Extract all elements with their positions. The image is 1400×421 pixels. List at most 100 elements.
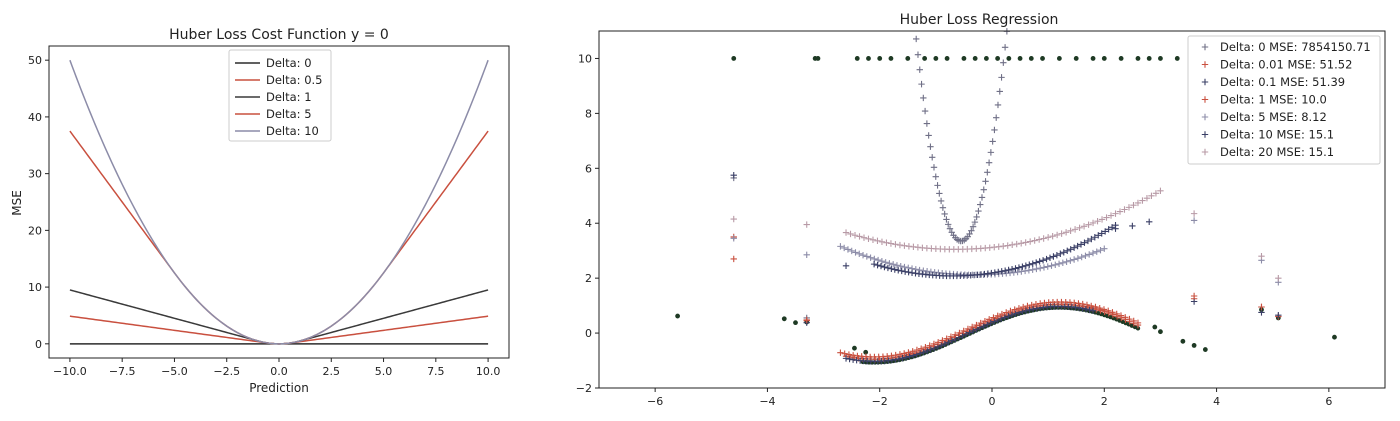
chart2-series-marker [1050,253,1057,260]
chart2-series-marker [1015,264,1023,271]
chart2-series-marker [1101,245,1108,252]
chart2-y-tick-label: 2 [585,272,592,285]
chart1-series-line-2 [69,289,489,345]
chart2-data-point [1040,56,1045,61]
chart2-series-marker [1021,267,1029,275]
chart2-series-marker [946,225,954,232]
chart2-series-marker [1107,212,1115,219]
chart2-series-marker [1057,250,1064,257]
chart2-series-marker [1117,312,1125,319]
chart1-x-tick-label: −5.0 [161,365,188,378]
chart2-series-marker [994,101,1002,109]
chart2-series-marker [1053,231,1061,239]
chart2-legend-label: Delta: 0 MSE: 7854150.71 [1220,40,1371,54]
chart2-series-marker [847,230,854,238]
chart2-series-marker [1082,252,1089,259]
chart2-series-marker [1121,206,1128,213]
chart2-series-marker [1031,237,1038,244]
chart2-series-marker [1143,195,1151,202]
chart2-series-marker [1076,224,1083,232]
chart2-series-marker [1275,274,1282,282]
chart2-series-marker [939,337,946,344]
chart2-data-point [731,56,737,61]
chart1-x-tick-label: 0.0 [270,365,288,378]
chart2-series-marker [973,213,980,221]
chart2-series-marker [1139,197,1146,204]
chart2-series-marker [1122,314,1129,321]
chart2-series-marker [998,268,1005,275]
chart2-data-point [1056,56,1062,61]
chart2-series-marker [1033,265,1040,273]
chart2-data-point [877,56,883,61]
chart2-series-marker [730,215,737,223]
chart2-legend-label: Delta: 0.01 MSE: 51.52 [1220,58,1352,72]
chart2-series-marker [977,319,984,327]
chart2-series-marker [1036,258,1043,265]
chart2-data-point [983,56,989,61]
chart2-series-marker [943,335,950,342]
chart2-series-marker [916,266,923,274]
chart1-series-line-1 [69,315,489,345]
chart2-series-marker [1088,302,1095,310]
chart2-series-marker [1013,240,1020,248]
chart2-series-marker [1022,239,1029,246]
chart2-series-marker [918,80,925,88]
chart2-series-4 [730,217,1282,286]
chart2-series-marker [927,346,934,353]
chart2-title: Huber Loss Regression [900,12,1059,28]
chart2-series-marker [929,154,936,161]
chart2-series-marker [985,316,993,323]
chart1-y-ticks: 0 10 20 30 40 50 [28,54,49,351]
chart2-series-marker [984,169,991,176]
chart2-data-point [1118,56,1124,61]
chart2-series-marker [1007,307,1014,315]
chart2-series-marker [883,239,890,246]
chart2-data-point [1202,347,1208,352]
chart2-series-marker [1015,305,1023,312]
huber-cost-chart: Huber Loss Cost Function y = 0 −10.0 −7.5… [10,27,510,395]
chart2-series-marker [1000,59,1007,66]
chart1-title: Huber Loss Cost Function y = 0 [169,27,389,43]
chart2-series-marker [917,345,925,352]
chart2-series-marker [920,94,927,102]
chart1-legend: Delta: 0 Delta: 0.5 Delta: 1 Delta: 5 Delta:… [228,49,332,142]
chart2-series-marker [1095,232,1102,239]
chart2-series-marker [980,186,987,193]
chart2-series-marker [1078,253,1085,261]
chart2-series-marker [998,315,1005,322]
chart2-data-point [866,56,871,61]
chart2-series-marker [1129,222,1136,230]
chart2-series-marker [897,262,904,270]
chart2-series-marker [1012,265,1019,272]
chart2-series-marker [982,178,989,185]
chart2-series-marker [1071,226,1079,233]
chart2-series-marker [1091,234,1099,241]
chart2-series-marker [1026,306,1033,314]
chart2-series-marker [730,255,737,263]
chart2-series-marker [892,241,899,248]
chart2-series-marker [937,197,945,205]
chart2-series-marker [1059,259,1067,267]
chart2-series-marker [852,249,859,256]
chart2-series-marker [1052,261,1059,268]
chart1-legend-label: Delta: 0.5 [266,73,323,87]
chart2-series-marker [869,236,877,244]
chart2-series-marker [837,243,844,250]
chart2-data-point [1146,56,1152,61]
chart2-series-marker [1074,255,1082,262]
chart2-series-marker [896,351,904,358]
chart2-series-marker [1079,300,1086,308]
chart2-series-marker [909,348,916,355]
chart2-data-point [781,316,787,322]
chart2-legend-swatch [1201,113,1209,121]
chart2-series-marker [1116,208,1124,215]
chart2-x-tick-label: 0 [989,395,996,408]
chart2-series-marker [1089,249,1097,257]
chart1-y-tick-label: 30 [28,168,42,181]
chart2-x-tick-label: 4 [1213,395,1220,408]
chart2-series-marker [1089,219,1097,227]
chart2-y-tick-label: 6 [585,162,592,175]
chart2-series-marker [1134,319,1142,327]
chart2-data-point [793,320,798,326]
chart2-series-marker [981,317,989,325]
